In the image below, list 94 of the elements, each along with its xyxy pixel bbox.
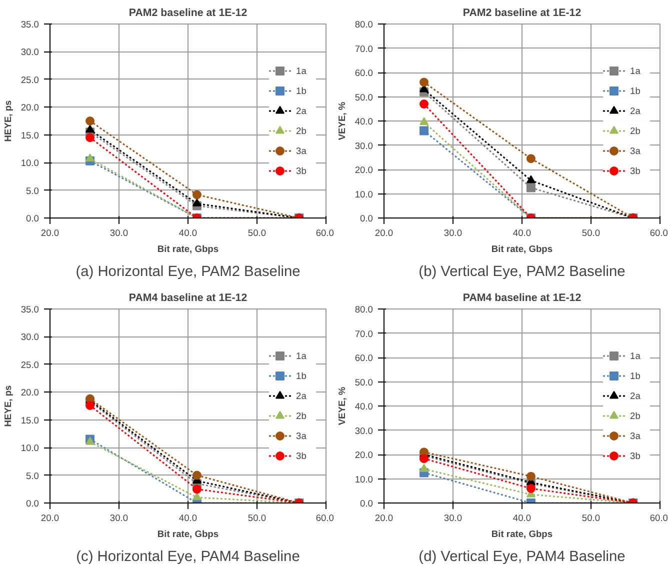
legend-label: 2a: [296, 106, 308, 116]
x-tick-label: 60.0: [316, 228, 334, 238]
legend-label: 3a: [630, 431, 642, 441]
chart-title: PAM4 baseline at 1E-12: [128, 292, 248, 304]
y-tick-label: 25.0: [20, 360, 39, 370]
y-tick-label: 0.0: [360, 498, 373, 508]
y-tick-label: 80.0: [354, 304, 373, 314]
legend-label: 3b: [630, 451, 642, 461]
text: (a) Horizontal Eye, PAM2 Baseline: [76, 264, 300, 280]
x-tick-label: 20.0: [40, 228, 60, 238]
x-tick-label: 60.0: [316, 513, 334, 523]
legend-label: 1b: [296, 371, 308, 381]
x-tick-label: 40.0: [512, 228, 532, 238]
y-tick-label: 35.0: [20, 20, 39, 30]
y-tick-label: 20.0: [354, 450, 373, 460]
y-tick-label: 30.0: [354, 140, 373, 151]
x-tick-label: 30.0: [110, 228, 128, 238]
y-tick-label: 30.0: [354, 426, 373, 436]
legend-label: 1a: [630, 351, 642, 361]
legend-label: 1b: [630, 371, 642, 381]
y-tick-label: 60.0: [354, 68, 373, 78]
y-tick-label: 10.0: [354, 474, 373, 484]
x-axis-title: Bit rate, Gbps: [491, 244, 553, 254]
legend-label: 2b: [630, 411, 642, 421]
x-tick-label: 40.0: [178, 513, 198, 523]
legend-label: 1b: [630, 86, 642, 96]
legend-label: 2b: [296, 126, 308, 136]
legend-label: 3a: [296, 146, 308, 156]
legend-label: 3b: [296, 451, 308, 461]
x-axis-title: Bit rate, Gbps: [157, 244, 219, 254]
y-tick-label: 15.0: [20, 415, 39, 426]
y-axis-title: HEYE, ps: [2, 100, 13, 142]
x-tick-label: 30.0: [110, 513, 128, 523]
legend-label: 1a: [296, 351, 308, 361]
y-tick-label: 5.0: [26, 470, 39, 481]
legend-label: 2a: [630, 106, 642, 116]
x-tick-label: 20.0: [374, 228, 394, 238]
y-tick-label: 5.0: [26, 186, 39, 196]
legend-label: 2b: [296, 411, 308, 421]
y-tick-label: 80.0: [354, 20, 373, 30]
y-tick-label: 0.0: [26, 214, 39, 224]
legend-label: 3b: [630, 166, 642, 176]
y-tick-label: 70.0: [354, 328, 373, 339]
x-tick-label: 30.0: [444, 513, 462, 523]
y-tick-label: 50.0: [354, 377, 373, 388]
y-tick-label: 10.0: [20, 158, 39, 168]
y-tick-label: 40.0: [354, 402, 373, 412]
y-tick-label: 0.0: [26, 498, 39, 508]
y-tick-label: 70.0: [354, 44, 373, 54]
y-tick-label: 50.0: [354, 92, 373, 102]
legend-label: 1b: [296, 86, 308, 96]
y-axis-title: VEYE, %: [336, 101, 347, 140]
x-tick-label: 50.0: [582, 228, 600, 238]
y-tick-label: 10.0: [354, 189, 373, 200]
y-tick-label: 60.0: [354, 353, 373, 363]
y-tick-label: 30.0: [20, 332, 39, 342]
x-tick-label: 20.0: [40, 513, 60, 523]
chart-title: PAM2 baseline at 1E-12: [462, 7, 582, 19]
x-tick-label: 40.0: [512, 513, 532, 523]
y-tick-label: 30.0: [20, 47, 39, 58]
legend-label: 2a: [630, 391, 642, 401]
y-tick-label: 15.0: [20, 130, 39, 140]
y-tick-label: 35.0: [20, 304, 39, 314]
y-tick-label: 20.0: [20, 102, 39, 113]
y-tick-label: 0.0: [360, 214, 373, 224]
y-axis-title: VEYE, %: [336, 386, 347, 426]
y-tick-label: 20.0: [354, 165, 373, 175]
legend-label: 1a: [630, 66, 642, 76]
x-axis-title: Bit rate, Gbps: [157, 529, 219, 539]
x-tick-label: 20.0: [374, 513, 394, 523]
x-tick-label: 60.0: [650, 228, 668, 238]
x-tick-label: 30.0: [444, 228, 462, 238]
legend-label: 3a: [296, 431, 308, 441]
text: (d) Vertical Eye, PAM4 Baseline: [418, 549, 626, 565]
x-tick-label: 40.0: [178, 228, 198, 238]
text: (b) Vertical Eye, PAM2 Baseline: [418, 264, 626, 280]
text: (c) Horizontal Eye, PAM4 Baseline: [76, 549, 300, 565]
y-tick-label: 20.0: [20, 388, 39, 398]
x-tick-label: 50.0: [582, 513, 600, 523]
x-tick-label: 60.0: [650, 513, 668, 523]
legend-label: 3a: [630, 146, 642, 156]
x-axis-title: Bit rate, Gbps: [491, 529, 553, 539]
x-tick-label: 50.0: [248, 228, 266, 238]
chart-title: PAM2 baseline at 1E-12: [128, 7, 248, 19]
y-tick-label: 10.0: [20, 443, 39, 454]
y-axis-title: HEYE, ps: [2, 385, 13, 427]
legend-label: 2a: [296, 391, 308, 401]
legend-label: 2b: [630, 126, 642, 136]
chart-title: PAM4 baseline at 1E-12: [462, 292, 582, 304]
legend-label: 3b: [296, 166, 308, 176]
x-tick-label: 50.0: [248, 513, 266, 523]
y-tick-label: 40.0: [354, 116, 373, 126]
legend-label: 1a: [296, 66, 308, 76]
y-tick-label: 25.0: [20, 74, 39, 85]
